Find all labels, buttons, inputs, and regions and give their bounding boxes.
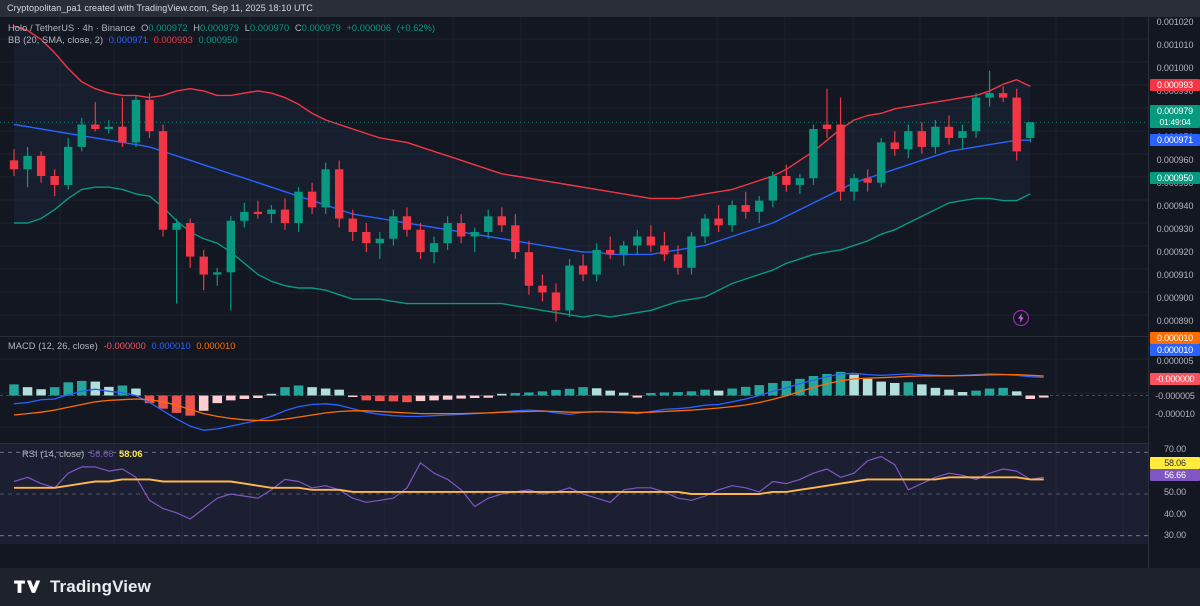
attribution-bar: Cryptopolitan_pa1 created with TradingVi… — [0, 0, 1200, 17]
symbol-title: Holo / TetherUS · 4h · Binance — [8, 23, 136, 33]
change-percent: (+0.62%) — [396, 23, 436, 33]
close-label: C — [294, 23, 302, 33]
bb-upper-pill[interactable]: 0.000993 — [1150, 79, 1200, 91]
price-tick-8: 0.000940 — [1156, 201, 1194, 211]
macd-legend[interactable]: MACD (12, 26, close) -0.000000 0.000010 … — [8, 340, 236, 352]
price-tick-0: 0.001020 — [1156, 17, 1194, 27]
price-tick-10: 0.000920 — [1156, 247, 1194, 257]
macd-tick-2: -0.000010 — [1155, 409, 1195, 419]
price-tick-6: 0.000960 — [1156, 155, 1194, 165]
open-value: 0.000972 — [148, 23, 188, 33]
tradingview-wordmark: TradingView — [50, 577, 151, 596]
signal-value-pill[interactable]: 0.000010 — [1150, 332, 1200, 344]
bb-lower-pill[interactable]: 0.000950 — [1150, 172, 1200, 184]
price-tick-12: 0.000900 — [1156, 293, 1194, 303]
high-label: H — [193, 23, 200, 33]
price-pane[interactable] — [0, 17, 1148, 335]
rsi-pane[interactable] — [0, 444, 1148, 544]
pane-divider-1 — [0, 336, 1148, 337]
price-tick-9: 0.000930 — [1156, 224, 1194, 234]
price-tick-11: 0.000910 — [1156, 270, 1194, 280]
rsi-tick-2: 40.00 — [1163, 509, 1187, 519]
rsi-ma-value: 56.66 — [89, 449, 114, 459]
symbol-legend[interactable]: Holo / TetherUS · 4h · Binance O0.000972… — [8, 22, 435, 34]
bollinger-legend[interactable]: BB (20, SMA, close, 2) 0.000971 0.000993… — [8, 34, 238, 46]
bb-title: BB (20, SMA, close, 2) — [8, 35, 104, 45]
pane-divider-2 — [0, 443, 1148, 444]
rsi-ma-pill[interactable]: 56.66 — [1150, 469, 1200, 481]
rsi-title: RSI (14, close) — [22, 449, 85, 459]
rsi-line-value: 58.06 — [119, 449, 143, 459]
rsi-tick-3: 30.00 — [1163, 530, 1187, 540]
macd-chart-svg — [0, 337, 1148, 442]
change-value: +0.000006 — [346, 23, 392, 33]
macd-hist-value: -0.000000 — [103, 341, 146, 351]
bb-upper-value: 0.000993 — [153, 35, 193, 45]
rsi-chart-svg — [0, 444, 1148, 544]
macd-value-pill[interactable]: 0.000010 — [1150, 344, 1200, 356]
rsi-value-pill[interactable]: 58.06 — [1150, 457, 1200, 469]
price-axis[interactable]: 0.0010200.0010100.0010000.0009900.000980… — [1148, 17, 1200, 568]
footer-bar: TradingView — [0, 568, 1200, 606]
last-price-pill[interactable]: 0.000979 01:49:04 — [1150, 105, 1200, 128]
bb-basis-pill[interactable]: 0.000971 — [1150, 134, 1200, 146]
macd-title: MACD (12, 26, close) — [8, 341, 98, 351]
macd-hist-pill[interactable]: -0.000000 — [1150, 373, 1200, 385]
rsi-legend[interactable]: RSI (14, close) 56.66 58.06 — [22, 448, 143, 460]
macd-tick-1: -0.000005 — [1155, 391, 1195, 401]
high-value: 0.000979 — [199, 23, 240, 33]
bb-lower-value: 0.000950 — [198, 35, 238, 45]
chart-frame: 28293031Sep2345678910111213 — [0, 17, 1200, 582]
tradingview-logo-icon — [14, 579, 42, 596]
price-tick-3: 0.000990 — [1156, 86, 1194, 96]
price-chart-svg — [0, 17, 1148, 335]
macd-tick-0: 0.000005 — [1156, 356, 1194, 366]
open-label: O — [141, 23, 149, 33]
macd-line-value: 0.000010 — [151, 341, 191, 351]
price-tick-2: 0.001000 — [1156, 63, 1194, 73]
price-tick-13: 0.000890 — [1156, 316, 1194, 326]
low-value: 0.000970 — [250, 23, 290, 33]
price-tick-1: 0.001010 — [1156, 40, 1194, 50]
rsi-tick-1: 50.00 — [1163, 487, 1187, 497]
low-label: L — [244, 23, 251, 33]
lightning-bolt-icon[interactable] — [1012, 309, 1030, 327]
macd-signal-value: 0.000010 — [196, 341, 236, 351]
close-value: 0.000979 — [301, 23, 341, 33]
macd-pane[interactable] — [0, 337, 1148, 442]
rsi-tick-0: 70.00 — [1163, 444, 1187, 454]
bb-basis-value: 0.000971 — [108, 35, 148, 45]
